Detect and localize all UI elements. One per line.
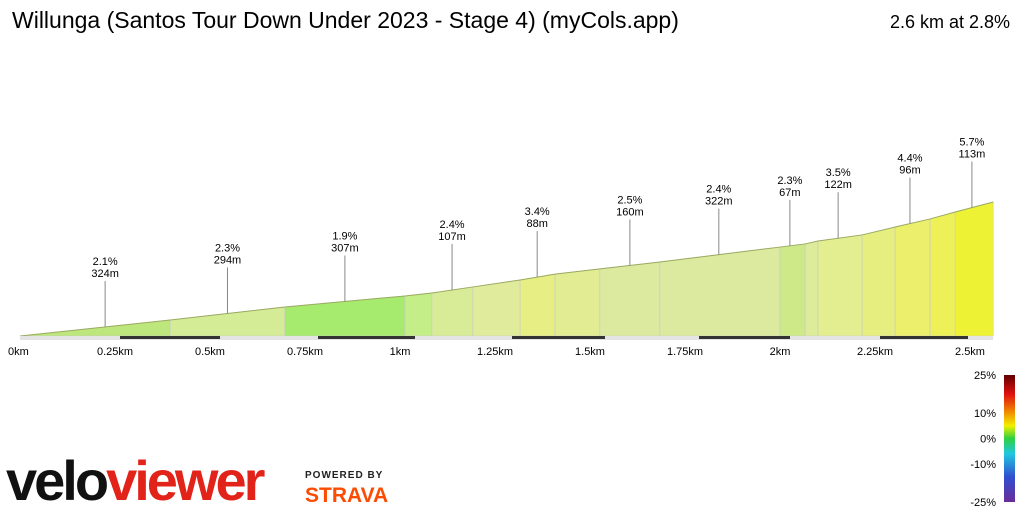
length-label: 122m	[824, 179, 852, 191]
profile-band	[519, 273, 556, 337]
length-label: 96m	[899, 165, 920, 177]
scale-tick-label: -10%	[970, 459, 996, 471]
x-tick-label: 0.75km	[287, 346, 323, 358]
length-label: 294m	[214, 254, 242, 266]
profile-band	[554, 268, 601, 337]
logo: veloviewer	[6, 449, 265, 512]
length-label: 307m	[331, 242, 359, 254]
profile-band	[431, 286, 474, 337]
length-label: 322m	[705, 196, 733, 208]
profile-band	[472, 279, 521, 337]
gradient-label: 2.3%	[215, 242, 240, 254]
x-tick-label: 2.25km	[857, 346, 893, 358]
gradient-label: 2.4%	[706, 184, 731, 196]
gradient-label: 1.9%	[332, 230, 357, 242]
profile-band	[779, 243, 806, 337]
length-label: 324m	[91, 268, 119, 280]
color-scale	[1004, 375, 1015, 502]
x-tick-label: 1km	[390, 346, 411, 358]
gradient-label: 2.1%	[93, 256, 118, 268]
strava-logo: STRAVA	[305, 484, 388, 507]
profile-band	[404, 292, 433, 337]
scale-tick-label: -25%	[970, 497, 996, 509]
x-tick-label: 1.5km	[575, 346, 605, 358]
length-label: 160m	[616, 206, 644, 218]
powered-by: POWERED BY	[305, 470, 383, 481]
profile-band	[861, 226, 896, 337]
km-markers	[120, 336, 968, 339]
plot-area: 2.1%324m2.3%294m1.9%307m2.4%107m3.4%88m2…	[19, 137, 994, 337]
profile-band	[659, 246, 781, 337]
x-tick-label: 2.5km	[955, 346, 985, 358]
length-label: 107m	[438, 231, 466, 243]
gradient-label: 5.7%	[959, 137, 984, 149]
x-tick-label: 1.25km	[477, 346, 513, 358]
scale-ticks: 25% 10% 0% -10% -25%	[970, 370, 996, 509]
x-tick-label: 0km	[8, 346, 29, 358]
scale-tick-label: 10%	[974, 408, 996, 420]
profile-band	[954, 201, 994, 337]
profile-band	[929, 211, 956, 337]
scale-tick-label: 25%	[974, 370, 996, 382]
x-tick-label: 1.75km	[667, 346, 703, 358]
length-label: 88m	[526, 218, 547, 230]
x-tick-label: 2km	[770, 346, 791, 358]
length-label: 113m	[959, 149, 986, 161]
gradient-label: 3.4%	[525, 206, 550, 218]
profile-band	[804, 240, 819, 337]
scale-tick-label: 0%	[980, 434, 996, 446]
x-tick-label: 0.5km	[195, 346, 225, 358]
chart-title: Willunga (Santos Tour Down Under 2023 - …	[12, 7, 679, 33]
profile-band	[817, 234, 863, 337]
summary: 2.6 km at 2.8%	[890, 12, 1010, 32]
profile-band	[894, 218, 931, 337]
gradient-label: 2.4%	[440, 219, 465, 231]
length-label: 67m	[779, 187, 800, 199]
profile-band	[599, 261, 661, 337]
gradient-label: 2.3%	[777, 175, 802, 187]
gradient-label: 3.5%	[826, 167, 851, 179]
gradient-label: 2.5%	[617, 194, 642, 206]
axis-band	[20, 336, 993, 340]
x-tick-label: 0.25km	[97, 346, 133, 358]
gradient-label: 4.4%	[897, 153, 922, 165]
